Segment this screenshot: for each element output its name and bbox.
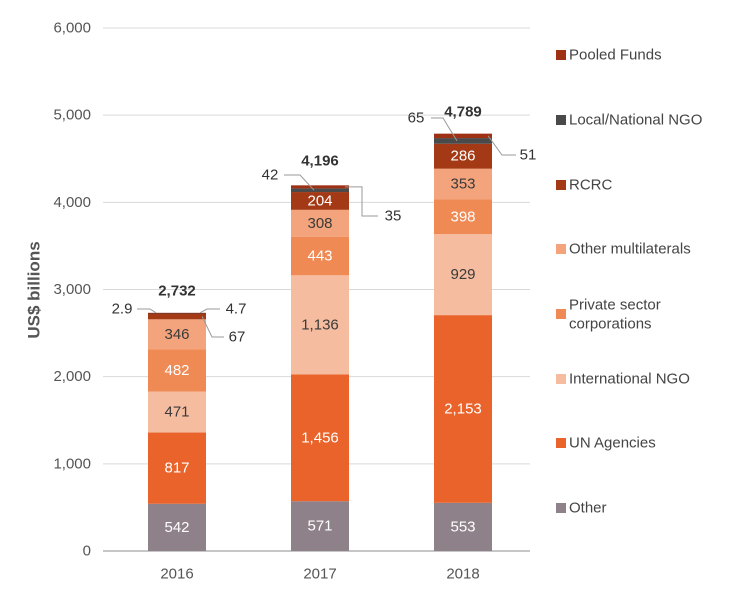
callout-line: [199, 308, 220, 314]
legend-swatch: [556, 374, 566, 384]
callout-line: [284, 174, 315, 191]
callout-line: [431, 117, 458, 142]
bar-segment: [148, 312, 206, 314]
legend-label: Local/National NGO: [569, 112, 702, 129]
legend-label: RCRC: [569, 177, 612, 194]
legend-label: International NGO: [569, 371, 690, 388]
legend-swatch: [556, 180, 566, 190]
bar-segment: [148, 432, 206, 504]
bar-segment: [291, 188, 349, 193]
legend-swatch: [556, 309, 566, 319]
bar-segment: [434, 168, 492, 200]
legend-swatch: [556, 244, 566, 254]
legend-swatch: [556, 503, 566, 513]
callout-line: [487, 135, 516, 156]
data-label: 308: [307, 215, 332, 232]
callout-line: [137, 308, 157, 314]
legend-swatch: [556, 50, 566, 60]
bar-segment: [148, 391, 206, 433]
data-label: 542: [164, 519, 189, 536]
total-label: 2,732: [158, 283, 196, 300]
legend-label: Private sector: [569, 297, 661, 314]
total-label: 4,789: [444, 104, 482, 121]
callout-label: 67: [229, 329, 246, 346]
data-label: 471: [164, 404, 189, 421]
bar-segment: [434, 138, 492, 144]
bar-segment: [434, 234, 492, 316]
y-tick-label: 1,000: [53, 455, 91, 472]
data-label: 443: [307, 247, 332, 264]
data-label: 929: [450, 266, 475, 283]
y-axis-title: US$ billions: [25, 241, 44, 338]
bar-segment: [291, 501, 349, 551]
callout-label: 51: [520, 147, 537, 164]
legend-swatch: [556, 438, 566, 448]
bar-segment: [148, 349, 206, 392]
data-label: 571: [307, 518, 332, 535]
bar-segment: [434, 315, 492, 503]
bar-segment: [291, 275, 349, 375]
bar-segment: [291, 209, 349, 237]
legend-label: Other multilaterals: [569, 241, 691, 258]
bar-segment: [291, 374, 349, 502]
y-tick-label: 5,000: [53, 107, 91, 124]
data-label: 398: [450, 208, 475, 225]
legend-label: corporations: [569, 316, 652, 333]
data-label: 482: [164, 362, 189, 379]
x-tick-label: 2017: [303, 566, 336, 583]
data-label: 2,153: [444, 400, 482, 417]
legend-swatch: [556, 115, 566, 125]
total-label: 4,196: [301, 153, 339, 170]
legend-label: Pooled Funds: [569, 47, 662, 64]
bar-segment: [434, 199, 492, 235]
y-tick-label: 2,000: [53, 368, 91, 385]
y-tick-label: 6,000: [53, 20, 91, 37]
callout-label: 35: [385, 208, 402, 225]
bar-segment: [291, 236, 349, 276]
callout-label: 4.7: [226, 301, 247, 318]
bar-segment: [434, 133, 492, 139]
callout-label: 65: [408, 110, 425, 127]
bar-segment: [291, 192, 349, 210]
callout-label: 42: [262, 167, 279, 184]
callout-label: 2.9: [112, 301, 133, 318]
bar-segment: [148, 319, 206, 350]
data-label: 346: [164, 326, 189, 343]
legend-label: Other: [569, 500, 607, 517]
data-label: 553: [450, 518, 475, 535]
bar-segment: [148, 313, 206, 315]
callout-line: [201, 316, 224, 338]
x-tick-label: 2018: [446, 566, 479, 583]
data-label: 1,136: [301, 316, 339, 333]
bar-segment: [291, 185, 349, 189]
y-tick-label: 3,000: [53, 281, 91, 298]
data-label: 286: [450, 148, 475, 165]
y-tick-label: 4,000: [53, 194, 91, 211]
legend-label: UN Agencies: [569, 435, 656, 452]
bar-segment: [148, 503, 206, 551]
callout-line: [345, 186, 378, 217]
data-label: 353: [450, 176, 475, 193]
bar-segment: [434, 502, 492, 551]
y-tick-label: 0: [83, 543, 91, 560]
data-label: 204: [307, 192, 332, 209]
bar-segment: [148, 313, 206, 320]
data-label: 817: [164, 460, 189, 477]
x-tick-label: 2016: [160, 566, 193, 583]
data-label: 1,456: [301, 429, 339, 446]
bar-segment: [434, 143, 492, 169]
